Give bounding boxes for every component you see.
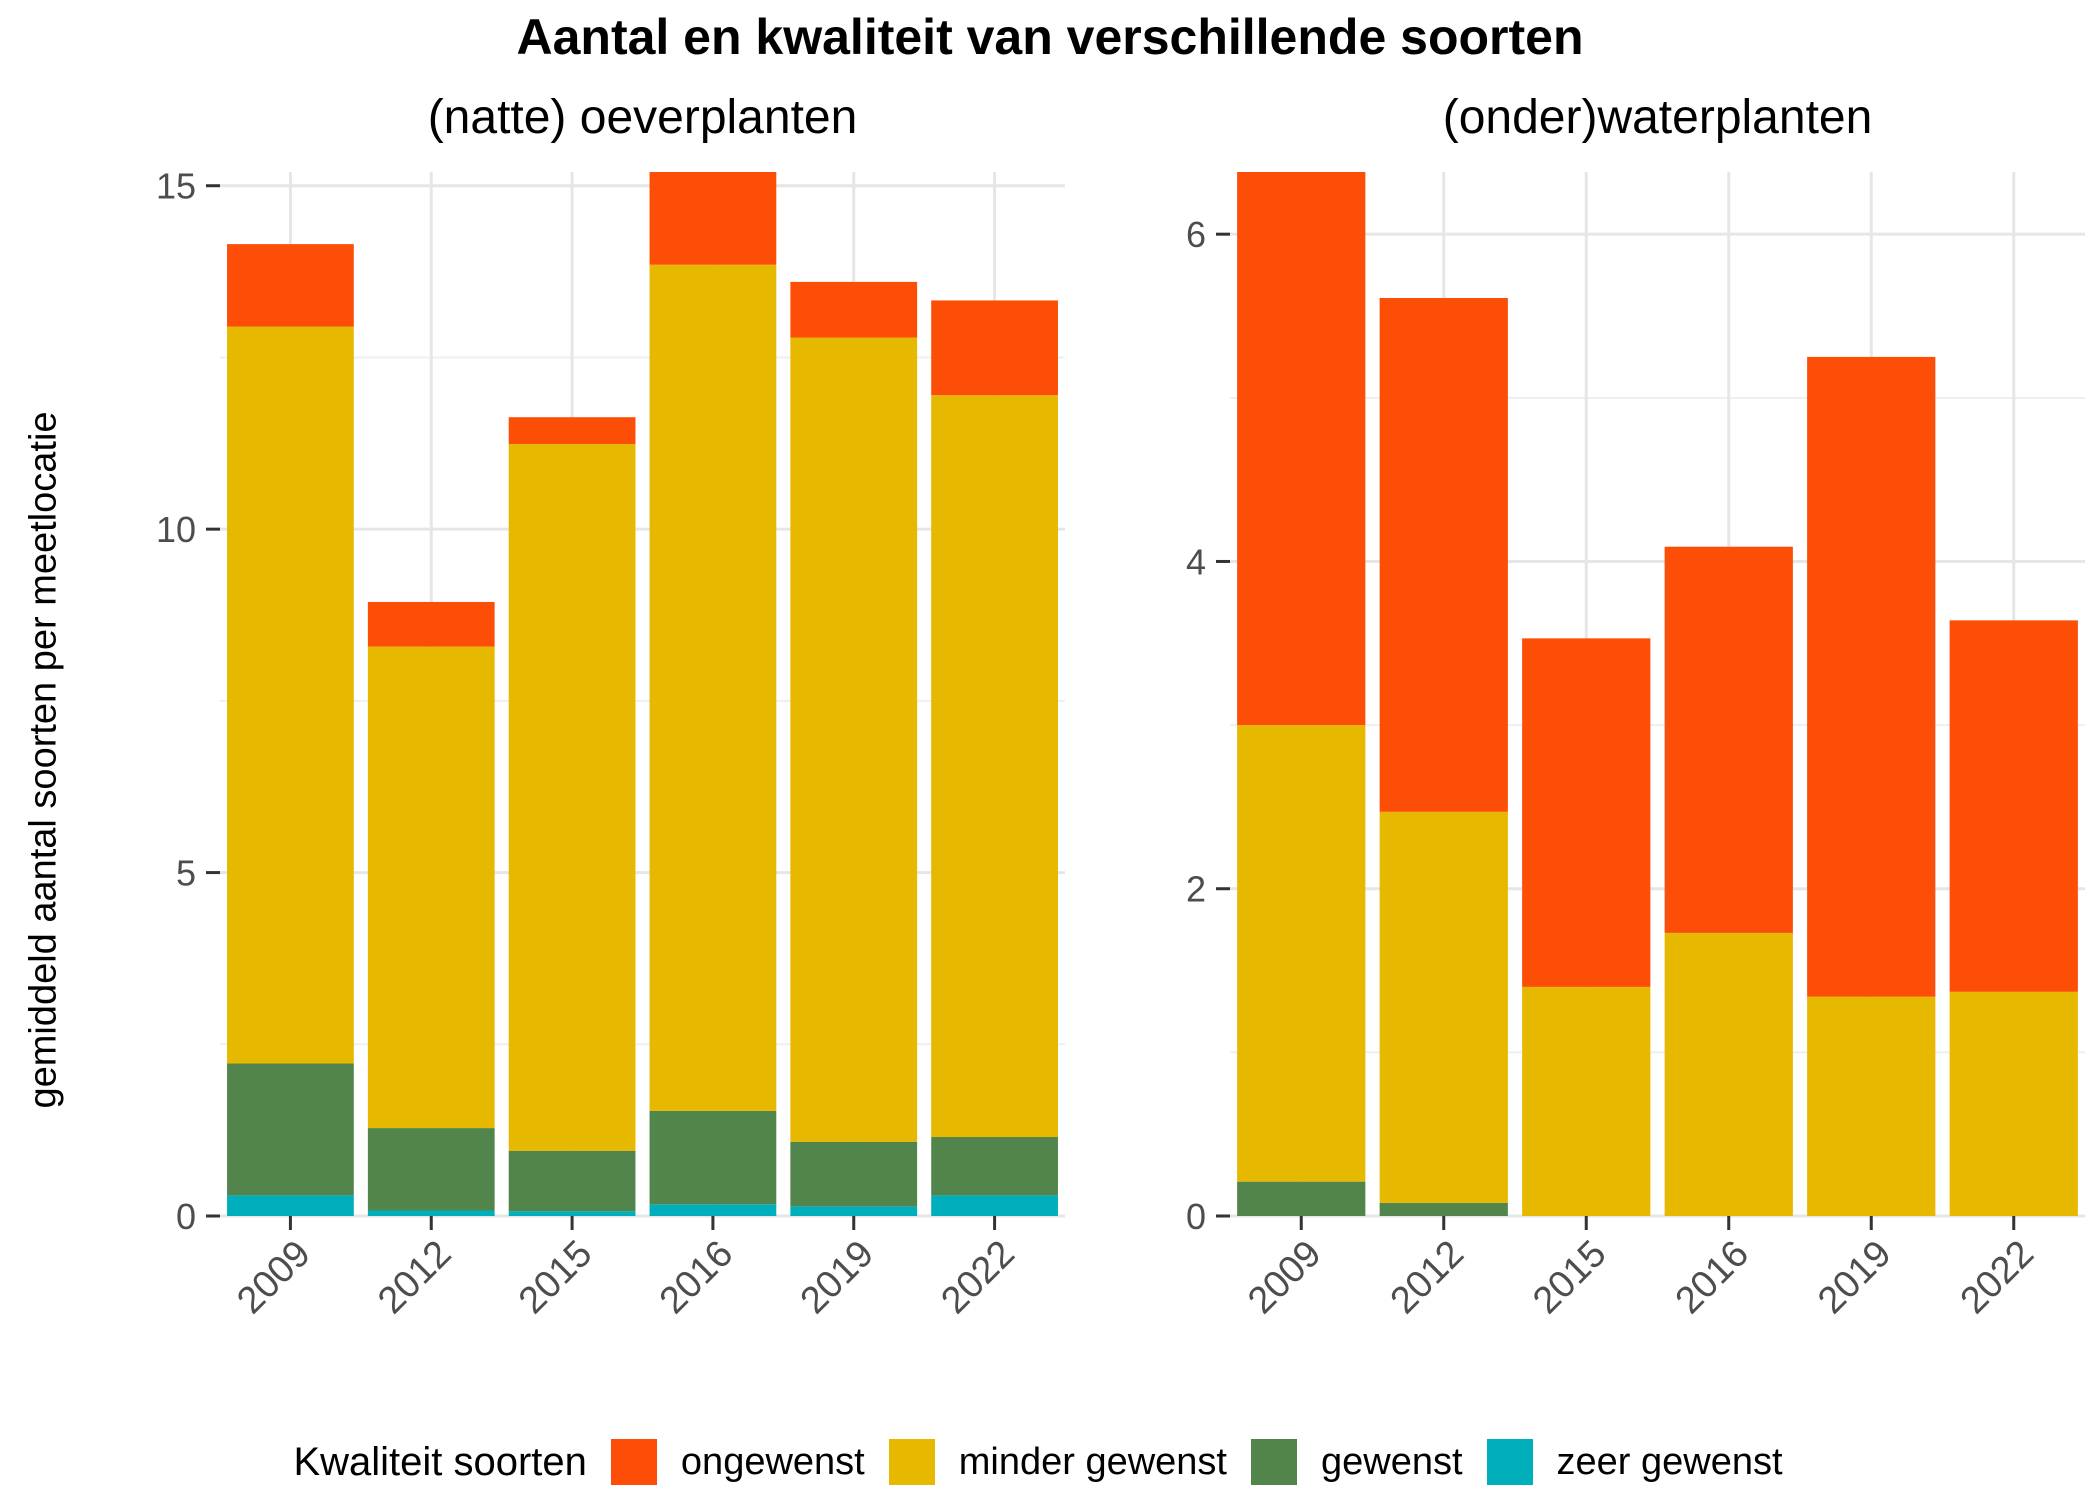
legend-label-ongewenst: ongewenst [680, 1440, 865, 1483]
bar-segment [508, 1211, 636, 1216]
legend-item-zeer-gewenst: zeer gewenst [1486, 1439, 1783, 1485]
x-tick-label: 2012 [1383, 1233, 1472, 1322]
legend-swatch-minder-gewenst [888, 1439, 935, 1485]
bar-segment [790, 337, 918, 1142]
x-tick-label: 2019 [1810, 1233, 1899, 1322]
bar-segment [1664, 546, 1793, 933]
bar-segment [367, 601, 495, 647]
bar-segment [790, 281, 918, 338]
bar-segment [1379, 811, 1508, 1203]
bar-segment [1522, 986, 1651, 1216]
y-tick-label: 2 [1186, 869, 1206, 910]
bar-segment [367, 1210, 495, 1216]
bar-segment [1664, 932, 1793, 1216]
bar-segment [227, 1195, 354, 1216]
legend-item-minder-gewenst: minder gewenst [888, 1439, 1227, 1485]
legend-label-zeer-gewenst: zeer gewenst [1556, 1440, 1783, 1483]
bar-segment [1807, 996, 1936, 1216]
bar-segment [931, 300, 1058, 396]
bar-segment [1949, 620, 2078, 992]
bar-segment [931, 1195, 1058, 1216]
bar-segment [1522, 638, 1651, 987]
legend-title: Kwaliteit soorten [293, 1439, 587, 1484]
panel-title-oeverplanten: (natte) oeverplanten [427, 91, 858, 144]
y-tick-label: 5 [176, 853, 196, 894]
bar-segment [790, 1141, 918, 1207]
y-tick-label: 10 [156, 509, 196, 550]
legend-swatch-ongewenst [610, 1439, 657, 1485]
legend-item-gewenst: gewenst [1250, 1439, 1463, 1485]
legend: Kwaliteit soorten ongewenst minder gewen… [0, 1432, 2100, 1492]
y-tick-label: 15 [156, 166, 196, 207]
chart-title: Aantal en kwaliteit van verschillende so… [516, 9, 1584, 65]
bar-segment [649, 264, 777, 1111]
panel-title-waterplanten: (onder)waterplanten [1442, 91, 1873, 144]
bar-segment [367, 1128, 495, 1211]
y-tick-label: 6 [1186, 214, 1206, 255]
bar-segment [1237, 725, 1366, 1182]
bar-segment [508, 1150, 636, 1212]
legend-swatch-gewenst [1250, 1439, 1297, 1485]
y-tick-label: 0 [1186, 1196, 1206, 1237]
bar-segment [1379, 1202, 1508, 1216]
bar-segment [227, 244, 354, 327]
bar-segment [931, 1137, 1058, 1196]
bar-segment [649, 172, 777, 265]
y-tick-label: 0 [176, 1196, 196, 1237]
bar-segment [1237, 172, 1366, 726]
bar-segment [1379, 298, 1508, 812]
bar-segment [227, 1063, 354, 1196]
bar-segment [227, 326, 354, 1064]
x-tick-label: 2015 [1525, 1233, 1614, 1322]
bar-segment [508, 417, 636, 444]
x-tick-label: 2022 [1953, 1233, 2042, 1322]
bar-segment [1949, 991, 2078, 1216]
bar-segment [508, 443, 636, 1151]
bar-segment [649, 1204, 777, 1216]
bar-segment [790, 1206, 918, 1216]
legend-item-ongewenst: ongewenst [610, 1439, 865, 1485]
bar-segment [931, 395, 1058, 1138]
x-tick-label: 2016 [1668, 1233, 1757, 1322]
bar-segment [367, 646, 495, 1129]
x-tick-label: 2009 [1240, 1233, 1329, 1322]
bar-segment [1237, 1181, 1366, 1216]
legend-swatch-zeer-gewenst [1486, 1439, 1533, 1485]
legend-label-minder-gewenst: minder gewenst [958, 1440, 1227, 1483]
legend-label-gewenst: gewenst [1320, 1440, 1463, 1483]
bar-segment [1807, 356, 1936, 997]
y-tick-label: 4 [1186, 541, 1206, 582]
bar-segment [649, 1110, 777, 1205]
